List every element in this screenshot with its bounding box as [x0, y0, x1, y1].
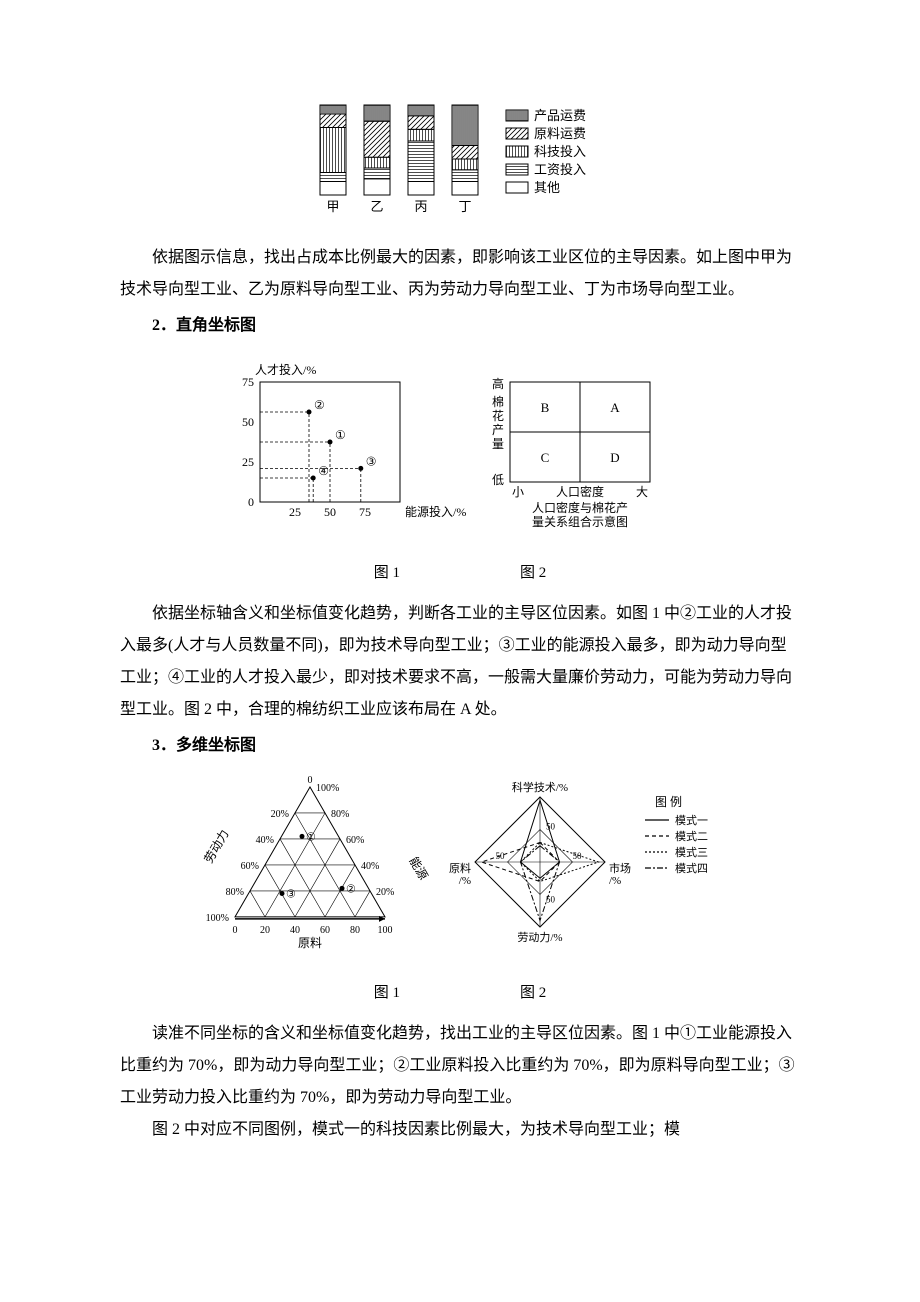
svg-text:市场: 市场	[609, 861, 631, 875]
svg-text:模式一: 模式一	[675, 814, 708, 827]
svg-text:能源: 能源	[406, 854, 430, 882]
svg-text:25: 25	[289, 505, 301, 519]
svg-text:80%: 80%	[331, 809, 349, 820]
svg-text:20%: 20%	[376, 887, 394, 898]
svg-text:①: ①	[335, 428, 346, 442]
svg-text:B: B	[541, 400, 550, 415]
svg-text:产品运费: 产品运费	[534, 108, 586, 123]
svg-text:花: 花	[492, 408, 504, 423]
svg-text:D: D	[610, 450, 619, 465]
svg-text:人口密度与棉花产: 人口密度与棉花产	[532, 500, 628, 515]
svg-text:原料运费: 原料运费	[534, 126, 586, 141]
svg-text:50: 50	[324, 505, 336, 519]
svg-text:④: ④	[318, 464, 329, 478]
svg-text:丁: 丁	[458, 199, 471, 214]
svg-text:小: 小	[512, 485, 524, 499]
figure-multi-charts: 0 20 40 60 80 100 20% 40% 60% 80% 100% 20% 40% 60% 80%…	[120, 772, 800, 1008]
svg-text:60: 60	[320, 925, 330, 936]
svg-text:科技投入: 科技投入	[534, 144, 586, 159]
figure-stacked-bars: 甲 乙 丙 丁 产品运费原料运费科技投入工资投入其他	[120, 90, 800, 232]
svg-text:低: 低	[492, 473, 504, 487]
stacked-bar-chart: 甲 乙 丙 丁 产品运费原料运费科技投入工资投入其他	[280, 90, 640, 220]
section-2-title: 2．直角坐标图	[120, 310, 800, 342]
svg-text:人口密度: 人口密度	[556, 484, 604, 499]
svg-text:75: 75	[242, 375, 254, 389]
svg-text:40%: 40%	[361, 861, 379, 872]
svg-text:/%: /%	[459, 875, 471, 887]
svg-text:原料: 原料	[298, 936, 322, 950]
fig-coord-caption-2: 图 2	[520, 558, 546, 588]
svg-text:25: 25	[242, 455, 254, 469]
multi-charts: 0 20 40 60 80 100 20% 40% 60% 80% 100% 20% 40% 60% 80%…	[180, 772, 740, 962]
svg-text:棉: 棉	[492, 395, 504, 409]
svg-text:科学技术/%: 科学技术/%	[512, 780, 568, 794]
coord-charts: 人才投入/% 能源投入/% 0 25 50 75 25 50 75 ① ② ③ ④ B A C D 高棉花产量低…	[200, 352, 720, 542]
svg-text:75: 75	[359, 505, 371, 519]
svg-text:高: 高	[492, 376, 504, 391]
svg-text:100: 100	[378, 925, 393, 936]
svg-text:100%: 100%	[206, 913, 229, 924]
svg-text:③: ③	[366, 454, 377, 468]
svg-text:/%: /%	[609, 875, 621, 887]
svg-text:劳动力: 劳动力	[201, 827, 231, 865]
svg-text:0: 0	[233, 925, 238, 936]
svg-text:②: ②	[314, 398, 325, 412]
svg-text:0: 0	[308, 775, 313, 786]
svg-text:0: 0	[248, 495, 254, 509]
svg-text:40%: 40%	[256, 835, 274, 846]
svg-text:能源投入/%: 能源投入/%	[405, 504, 466, 519]
svg-text:原料: 原料	[449, 861, 471, 875]
svg-text:80: 80	[350, 925, 360, 936]
svg-text:①: ①	[306, 831, 316, 843]
paragraph-1: 依据图示信息，找出占成本比例最大的因素，即影响该工业区位的主导因素。如上图中甲为…	[120, 242, 800, 306]
svg-text:乙: 乙	[370, 199, 383, 214]
svg-text:20: 20	[260, 925, 270, 936]
svg-text:模式二: 模式二	[675, 830, 708, 843]
svg-text:80%: 80%	[226, 887, 244, 898]
svg-text:劳动力/%: 劳动力/%	[517, 931, 562, 944]
paragraph-4: 图 2 中对应不同图例，模式一的科技因素比例最大，为技术导向型工业；模	[120, 1114, 800, 1146]
svg-text:50: 50	[573, 851, 583, 861]
svg-text:C: C	[541, 450, 550, 465]
fig-coord-caption-1: 图 1	[374, 558, 400, 588]
paragraph-2: 依据坐标轴含义和坐标值变化趋势，判断各工业的主导区位因素。如图 1 中②工业的人…	[120, 598, 800, 726]
svg-text:模式四: 模式四	[675, 862, 708, 875]
svg-text:人才投入/%: 人才投入/%	[255, 362, 316, 377]
svg-text:③: ③	[286, 889, 296, 901]
svg-text:图 例: 图 例	[655, 795, 682, 809]
svg-text:40: 40	[290, 925, 300, 936]
section-3-title: 3．多维坐标图	[120, 730, 800, 762]
svg-text:50: 50	[242, 415, 254, 429]
paragraph-3: 读准不同坐标的含义和坐标值变化趋势，找出工业的主导区位因素。图 1 中①工业能源…	[120, 1018, 800, 1114]
svg-text:60%: 60%	[346, 835, 364, 846]
svg-text:工资投入: 工资投入	[534, 162, 586, 177]
svg-text:A: A	[610, 400, 620, 415]
svg-text:模式三: 模式三	[675, 846, 708, 859]
figure-coord-charts: 人才投入/% 能源投入/% 0 25 50 75 25 50 75 ① ② ③ ④ B A C D 高棉花产量低…	[120, 352, 800, 588]
svg-text:产: 产	[492, 423, 504, 437]
fig-multi-caption-2: 图 2	[520, 978, 546, 1008]
svg-text:量关系组合示意图: 量关系组合示意图	[532, 514, 628, 529]
svg-text:大: 大	[636, 485, 648, 499]
svg-text:甲: 甲	[326, 199, 339, 214]
fig-multi-caption-1: 图 1	[374, 978, 400, 1008]
svg-text:量: 量	[492, 437, 504, 451]
svg-text:②: ②	[346, 883, 356, 895]
svg-text:丙: 丙	[414, 199, 427, 214]
svg-text:其他: 其他	[534, 180, 560, 195]
svg-text:60%: 60%	[241, 861, 259, 872]
svg-text:20%: 20%	[271, 809, 289, 820]
svg-text:100%: 100%	[316, 783, 339, 794]
